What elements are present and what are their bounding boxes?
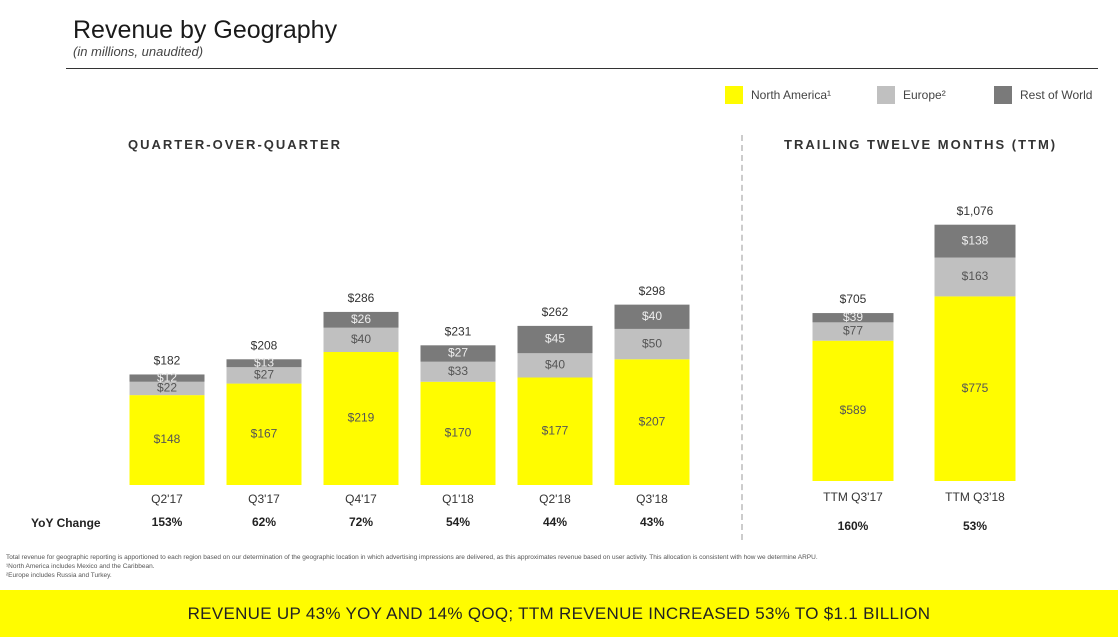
bar-europe (812, 322, 894, 341)
bar-value-label: $207 (639, 414, 666, 428)
category-label: Q1'18 (442, 492, 474, 506)
headline-banner: REVENUE UP 43% YOY AND 14% QOQ; TTM REVE… (0, 590, 1118, 637)
yoy-value: 43% (640, 515, 664, 529)
bar-north-america (420, 381, 496, 485)
yoy-value: 62% (252, 515, 276, 529)
bar-value-label: $33 (448, 364, 468, 378)
bar-north-america (812, 340, 894, 481)
bar-value-label: $177 (542, 423, 569, 437)
bar-value-label: $170 (445, 426, 472, 440)
bar-value-label: $27 (254, 368, 274, 382)
bar-value-label: $77 (843, 324, 863, 338)
revenue-chart: $148$22$12$182Q2'17153%$167$27$13$208Q3'… (129, 204, 1016, 533)
bar-total-label: $705 (840, 292, 867, 306)
category-label: Q2'18 (539, 492, 571, 506)
title-rule (66, 68, 1098, 69)
bar-rest-of-world (420, 345, 496, 362)
bar-rest-of-world (226, 359, 302, 368)
legend-swatch-rest-of-world (994, 86, 1012, 104)
legend-europe: Europe² (877, 86, 946, 104)
yoy-value: 44% (543, 515, 567, 529)
yoy-value: 160% (838, 519, 869, 533)
yoy-value: 54% (446, 515, 470, 529)
bar-value-label: $167 (251, 426, 278, 440)
bar-value-label: $39 (843, 310, 863, 324)
bar-north-america (129, 395, 205, 485)
bar-north-america (323, 352, 399, 485)
bar-europe (420, 361, 496, 382)
bar-europe (226, 367, 302, 384)
bar-value-label: $50 (642, 336, 662, 350)
bar-value-label: $148 (154, 432, 181, 446)
legend-rest-of-world: Rest of World (994, 86, 1092, 104)
bar-total-label: $262 (542, 305, 569, 319)
bar-total-label: $286 (348, 291, 375, 305)
bar-value-label: $40 (351, 332, 371, 346)
bar-europe (614, 328, 690, 360)
category-label: Q2'17 (151, 492, 183, 506)
bar-value-label: $219 (348, 411, 375, 425)
bar-rest-of-world (812, 313, 894, 323)
bar-rest-of-world (614, 304, 690, 329)
bar-europe (517, 353, 593, 378)
bar-north-america (614, 359, 690, 485)
legend-label: North America¹ (751, 88, 832, 102)
legend-north-america: North America¹ (725, 86, 831, 104)
category-label: Q3'18 (636, 492, 668, 506)
yoy-value: 53% (963, 519, 987, 533)
legend-swatch-north-america (725, 86, 743, 104)
legend-label: Rest of World (1020, 88, 1093, 102)
bar-europe (323, 327, 399, 353)
bar-value-label: $12 (157, 370, 177, 384)
yoy-value: 72% (349, 515, 373, 529)
footnote: Total revenue for geographic reporting i… (6, 554, 818, 561)
bar-value-label: $26 (351, 312, 371, 326)
bar-total-label: $298 (639, 284, 666, 298)
category-label: TTM Q3'17 (823, 490, 883, 504)
bar-value-label: $589 (840, 403, 867, 417)
bar-rest-of-world (129, 374, 205, 382)
footnotes: Total revenue for geographic reporting i… (6, 553, 818, 580)
category-label: TTM Q3'18 (945, 490, 1005, 504)
section-divider (741, 135, 743, 540)
bar-value-label: $775 (962, 381, 989, 395)
bar-value-label: $13 (254, 355, 274, 369)
bar-value-label: $27 (448, 346, 468, 360)
footnote: ¹North America includes Mexico and the C… (6, 563, 155, 570)
page-subtitle: (in millions, unaudited) (73, 44, 204, 59)
bar-value-label: $163 (962, 269, 989, 283)
yoy-change-label: YoY Change (31, 516, 101, 530)
bar-total-label: $182 (154, 354, 181, 368)
page-title: Revenue by Geography (73, 16, 338, 44)
footnote: ²Europe includes Russia and Turkey. (6, 572, 112, 579)
bar-value-label: $45 (545, 332, 565, 346)
legend-label: Europe² (903, 88, 946, 102)
bar-value-label: $22 (157, 381, 177, 395)
bar-north-america (934, 296, 1016, 481)
bar-europe (129, 381, 205, 396)
bar-total-label: $231 (445, 324, 472, 338)
bar-rest-of-world (934, 224, 1016, 258)
bar-north-america (517, 377, 593, 485)
bar-rest-of-world (517, 325, 593, 354)
section-title-qoq: QUARTER-OVER-QUARTER (128, 137, 343, 152)
yoy-value: 153% (152, 515, 183, 529)
legend-swatch-europe (877, 86, 895, 104)
category-label: Q3'17 (248, 492, 280, 506)
bar-value-label: $40 (545, 358, 565, 372)
section-title-ttm: TRAILING TWELVE MONTHS (TTM) (784, 137, 1058, 152)
bar-total-label: $208 (251, 338, 278, 352)
bar-value-label: $40 (642, 309, 662, 323)
bar-value-label: $138 (962, 233, 989, 247)
bar-rest-of-world (323, 311, 399, 328)
category-label: Q4'17 (345, 492, 377, 506)
bar-north-america (226, 383, 302, 485)
bar-europe (934, 257, 1016, 297)
bar-total-label: $1,076 (957, 204, 994, 218)
